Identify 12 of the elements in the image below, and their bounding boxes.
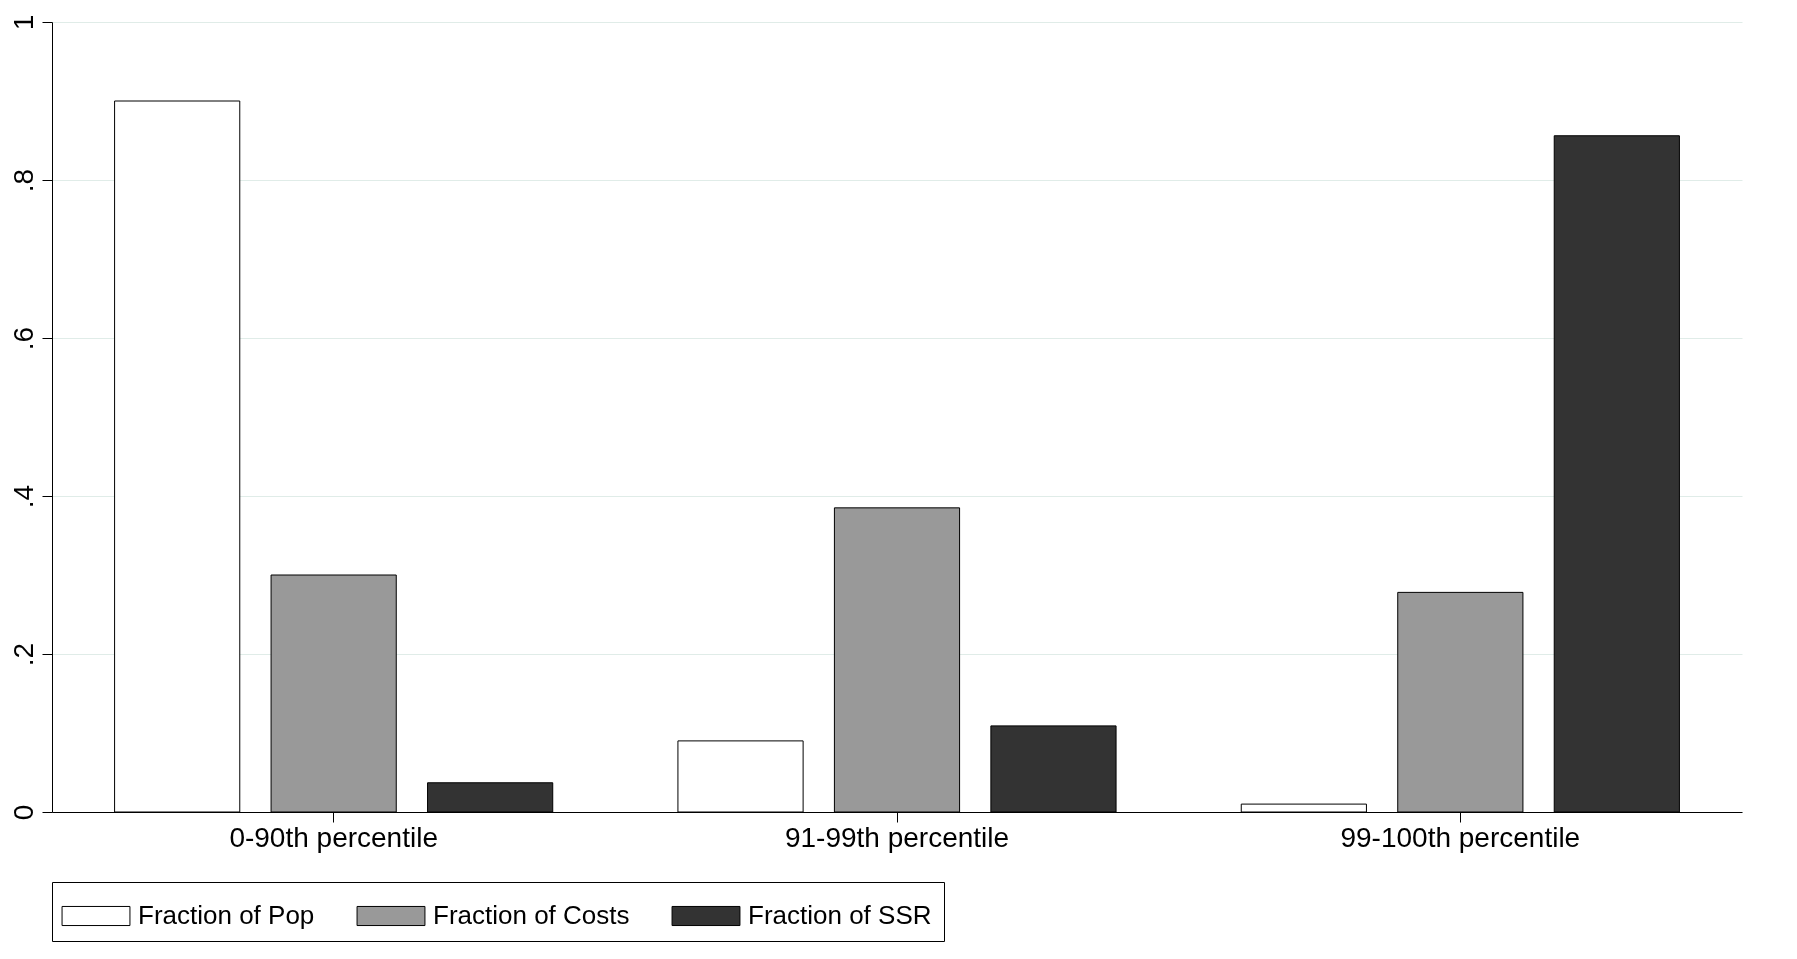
y-tick-label: .6 (7, 326, 39, 351)
legend-label: Fraction of Costs (433, 900, 630, 930)
x-tick-label: 91-99th percentile (784, 821, 1010, 853)
y-tick-label: 0 (7, 804, 39, 821)
y-tick-label: .4 (7, 484, 39, 509)
x-tick-label: 0-90th percentile (229, 821, 438, 853)
x-tick-label: 99-100th percentile (1340, 821, 1581, 853)
y-tick-label: .2 (7, 642, 39, 667)
y-tick-label: 1 (7, 14, 39, 31)
legend-label: Fraction of SSR (748, 900, 932, 930)
legend-label: Fraction of Pop (138, 900, 315, 930)
y-tick-label: .8 (7, 168, 39, 193)
